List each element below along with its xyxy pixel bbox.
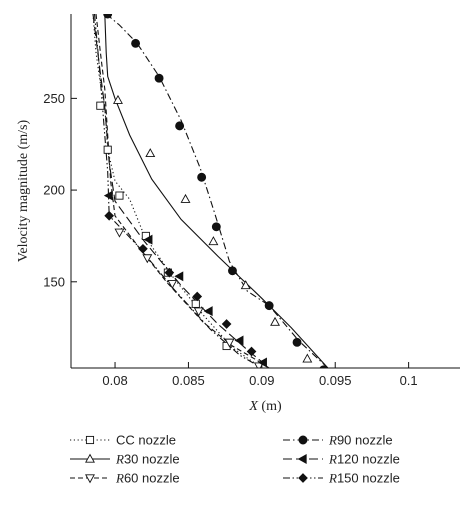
series-line-3 [105, 14, 329, 368]
data-point-1-2 [180, 193, 191, 203]
legend-label-2: R60 nozzle [115, 471, 180, 486]
legend-label-italic-5: R [328, 471, 337, 486]
series-line-5 [93, 14, 263, 368]
data-point-3-2 [154, 73, 164, 83]
data-point-0-0 [96, 101, 105, 110]
data-point-1-5 [270, 316, 281, 326]
data-point-3-3 [175, 121, 185, 131]
legend-marker-1 [85, 453, 95, 463]
data-point-5-5 [246, 346, 257, 357]
legend-label-rest-0: CC nozzle [116, 433, 176, 448]
data-point-3-1 [131, 38, 141, 48]
y-axis-label: Velocity magnitude (m/s) [16, 120, 31, 263]
legend-marker-5 [298, 473, 308, 483]
legend-label-italic-4: R [328, 452, 337, 467]
series-line-0 [92, 14, 263, 368]
data-point-3-8 [292, 337, 302, 347]
legend-label-rest-2: 60 nozzle [124, 471, 180, 486]
x-axis-label-italic: X [248, 399, 258, 414]
data-point-4-0 [103, 190, 113, 201]
data-point-3-0 [103, 14, 113, 19]
legend-marker-4 [297, 454, 307, 464]
series-line-1 [104, 14, 329, 368]
data-point-3-5 [211, 222, 221, 232]
data-point-5-4 [221, 319, 232, 329]
data-point-3-6 [228, 266, 237, 276]
y-tick-label: 200 [43, 183, 65, 198]
x-tick-label: 0.095 [319, 373, 352, 388]
data-point-1-6 [302, 353, 313, 363]
data-point-2-0 [114, 228, 125, 238]
legend-label-0: CC nozzle [116, 433, 176, 448]
data-point-4-2 [174, 271, 184, 282]
data-point-1-4 [240, 280, 251, 290]
data-point-2-2 [167, 279, 178, 289]
data-point-2-1 [142, 254, 153, 264]
x-tick-label: 0.09 [249, 373, 274, 388]
legend-label-rest-5: 150 nozzle [337, 471, 400, 486]
data-point-3-7 [264, 301, 274, 311]
x-tick-label: 0.085 [172, 373, 205, 388]
data-point-2-4 [224, 338, 235, 348]
legend-label-3: R90 nozzle [328, 433, 393, 448]
y-tick-label: 150 [43, 274, 65, 289]
data-point-1-3 [208, 236, 219, 246]
x-tick-label: 0.1 [400, 373, 418, 388]
y-tick-label: 250 [43, 91, 65, 106]
legend-label-rest-4: 120 nozzle [337, 452, 400, 467]
data-point-4-5 [257, 357, 267, 368]
legend-label-italic-3: R [328, 433, 337, 448]
data-point-1-1 [145, 148, 156, 158]
data-point-5-2 [164, 267, 175, 278]
data-point-3-4 [197, 172, 207, 182]
data-point-2-3 [193, 307, 204, 317]
series-line-4 [92, 14, 270, 368]
legend-label-rest-3: 90 nozzle [337, 433, 393, 448]
legend-label-rest-1: 30 nozzle [124, 452, 180, 467]
data-point-0-1 [103, 145, 112, 154]
data-point-3-9 [319, 365, 328, 368]
legend-label-5: R150 nozzle [328, 471, 400, 486]
data-point-4-1 [143, 234, 153, 245]
legend-marker-3 [298, 435, 308, 445]
data-point-0-5 [191, 299, 200, 308]
data-point-4-4 [234, 335, 244, 346]
x-axis-label: X (m) [248, 399, 282, 414]
plot-markers [96, 14, 328, 368]
data-point-4-3 [203, 306, 213, 317]
data-point-5-0 [104, 210, 115, 221]
data-point-5-3 [192, 291, 203, 302]
x-tick-label: 0.08 [102, 373, 127, 388]
plot-lines [92, 14, 329, 368]
legend-marker-2 [85, 474, 95, 484]
series-line-2 [95, 14, 270, 368]
data-point-1-0 [113, 94, 123, 104]
legend-label-italic-2: R [115, 471, 124, 486]
axes: 0.08 0.085 0.09 0.095 0.1 150 200 250 X (m) Veloc… [16, 14, 460, 414]
data-point-0-2 [115, 191, 124, 200]
legend-label-4: R120 nozzle [328, 452, 400, 467]
data-point-5-1 [138, 243, 148, 254]
legend-marker-0 [85, 435, 95, 445]
x-axis-label-unit: (m) [258, 399, 282, 414]
legend-label-1: R30 nozzle [115, 452, 180, 467]
legend-label-italic-1: R [115, 452, 124, 467]
